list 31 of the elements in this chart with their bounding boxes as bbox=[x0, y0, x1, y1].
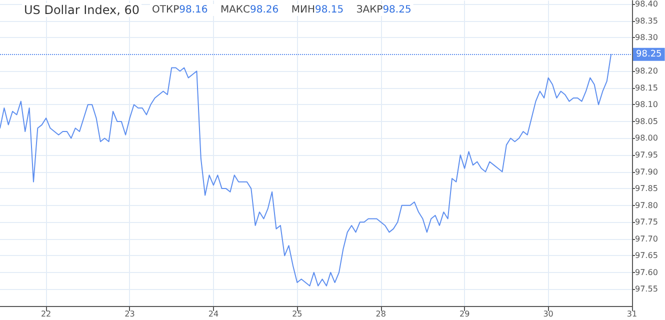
y-tick-label: 97.75 bbox=[635, 218, 658, 227]
y-tick-label: 97.70 bbox=[635, 234, 658, 244]
y-tick-label: 98.35 bbox=[635, 16, 658, 26]
x-tick-label: 28 bbox=[376, 310, 386, 318]
y-tick-label: 98.20 bbox=[635, 66, 658, 76]
x-tick-label: 25 bbox=[292, 310, 302, 318]
y-tick-label: 97.95 bbox=[635, 150, 658, 160]
y-tick-label: 98.30 bbox=[635, 33, 658, 42]
annotation: ЗАКР98.25 bbox=[356, 4, 412, 16]
x-tick-label: 29 bbox=[459, 310, 470, 318]
y-tick-label: 98.00 bbox=[635, 134, 658, 143]
chart-title: US Dollar Index, 60 bbox=[24, 3, 140, 17]
y-tick-label: 97.80 bbox=[635, 200, 658, 210]
x-tick-label: 22 bbox=[40, 310, 52, 318]
y-tick-label: 97.90 bbox=[635, 167, 658, 176]
y-tick-label: 98.15 bbox=[635, 83, 658, 92]
x-tick-label: 23 bbox=[124, 310, 135, 318]
x-tick-label: 24 bbox=[208, 310, 219, 318]
x-tick-label: 30 bbox=[543, 310, 554, 318]
y-tick-label: 98.40 bbox=[635, 0, 658, 8]
y-tick-label: 98.10 bbox=[635, 100, 658, 110]
annotation: ОТКР98.16 bbox=[152, 4, 208, 16]
ref-line-label: 98.25 bbox=[636, 49, 662, 60]
y-tick-label: 97.60 bbox=[635, 268, 658, 277]
y-tick-label: 97.55 bbox=[635, 284, 658, 294]
annotation: МАКС98.26 bbox=[220, 4, 279, 16]
y-tick-label: 97.85 bbox=[635, 184, 658, 194]
y-tick-label: 98.05 bbox=[635, 116, 658, 126]
annotation: МИН98.15 bbox=[291, 4, 344, 16]
x-tick-label: 31 bbox=[626, 310, 638, 318]
y-tick-label: 97.65 bbox=[635, 251, 658, 260]
